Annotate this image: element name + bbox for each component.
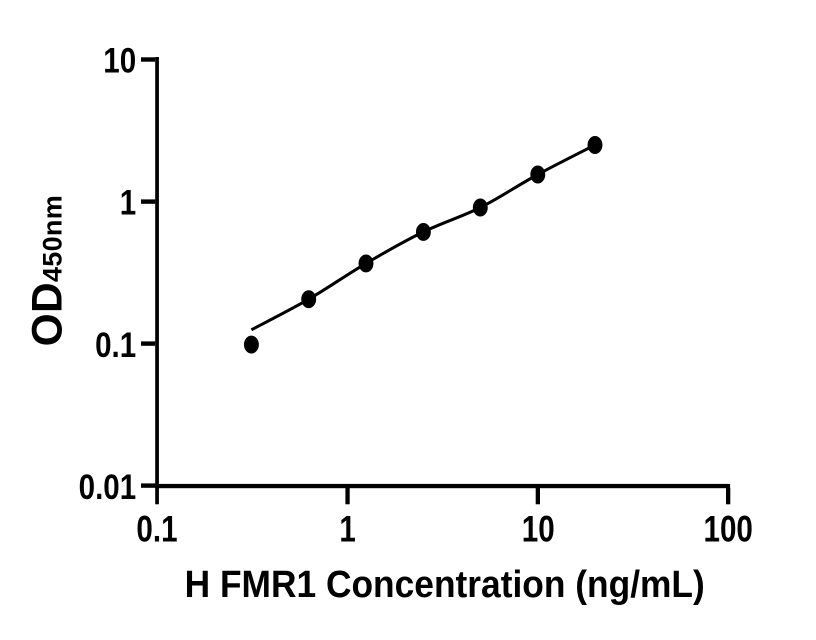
svg-text:0.01: 0.01 — [79, 467, 137, 506]
svg-text:1: 1 — [339, 510, 355, 551]
svg-text:0.1: 0.1 — [136, 510, 177, 551]
svg-text:H FMR1 Concentration (ng/mL): H FMR1 Concentration (ng/mL) — [185, 563, 705, 605]
svg-text:100: 100 — [704, 510, 753, 551]
svg-text:0.1: 0.1 — [95, 325, 136, 364]
svg-text:OD450nm: OD450nm — [25, 195, 72, 346]
svg-text:1: 1 — [120, 183, 136, 222]
svg-text:10: 10 — [522, 510, 555, 551]
svg-text:10: 10 — [103, 41, 136, 80]
